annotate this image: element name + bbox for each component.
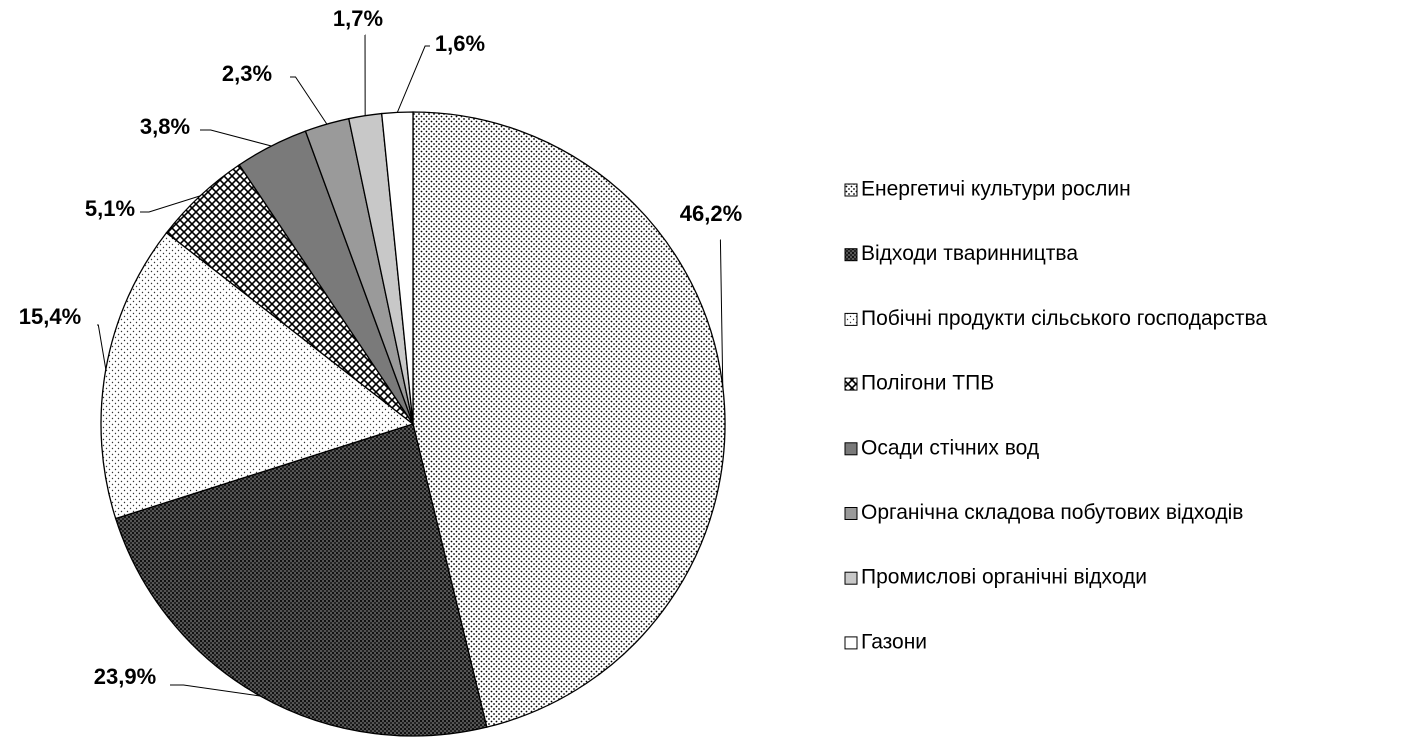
data-label: 23,9%	[94, 664, 156, 689]
legend-swatch	[844, 377, 858, 391]
legend-label: Промислові органічні відходи	[861, 566, 1147, 589]
leader-line	[719, 239, 724, 387]
legend-label: Енергетичі культури рослин	[861, 178, 1131, 201]
legend-label: Побічні продукти сільського господарства	[861, 307, 1267, 330]
legend-swatch	[844, 248, 858, 262]
data-label: 1,7%	[333, 6, 383, 31]
legend-swatch	[844, 507, 858, 520]
leader-line	[140, 195, 201, 213]
leader-line	[200, 129, 272, 147]
data-label: 2,3%	[222, 61, 272, 86]
pie-slice	[100, 231, 415, 520]
legend-label: Полігони ТПВ	[861, 372, 994, 395]
data-label: 15,4%	[19, 304, 81, 329]
legend-swatch	[844, 183, 858, 197]
leader-line	[396, 45, 430, 113]
legend-swatch	[844, 312, 858, 326]
leader-line	[290, 76, 328, 125]
legend-label: Газони	[861, 630, 927, 653]
legend-swatch	[844, 442, 858, 456]
data-label: 5,1%	[85, 196, 135, 221]
legend-swatch	[844, 571, 858, 585]
legend-label: Відходи тваринництва	[861, 242, 1078, 265]
leader-line	[97, 324, 107, 370]
data-label: 1,6%	[435, 31, 485, 56]
legend-swatch	[844, 636, 858, 650]
leader-line	[170, 684, 261, 697]
legend-label: Органічна складова побутових відходів	[861, 501, 1243, 524]
data-label: 3,8%	[140, 114, 190, 139]
data-label: 46,2%	[680, 201, 742, 226]
legend-label: Осади стічних вод	[861, 436, 1039, 459]
